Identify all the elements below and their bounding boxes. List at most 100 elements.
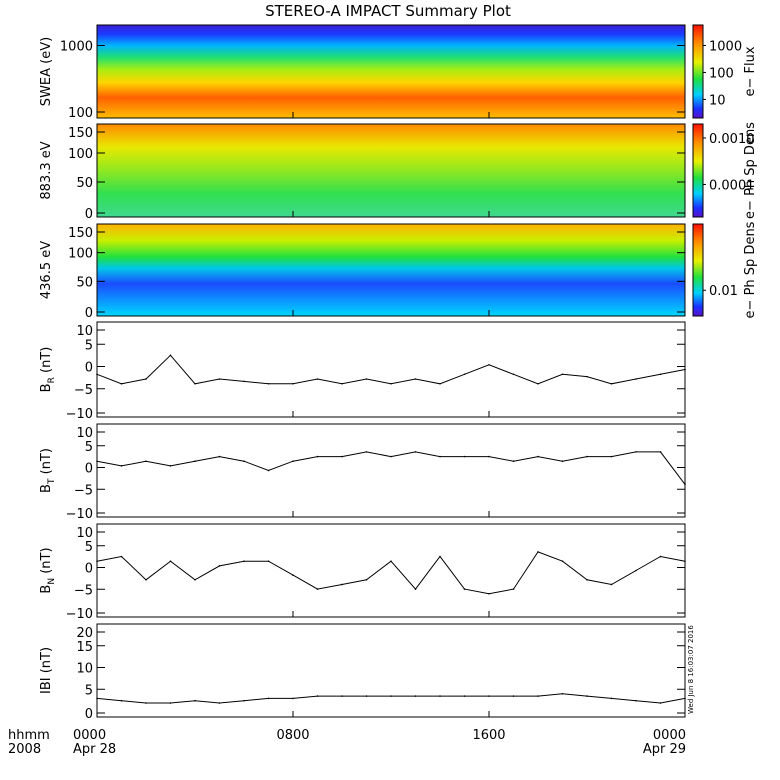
data-point-bt bbox=[292, 460, 294, 463]
x-tick-label: 0800 bbox=[276, 728, 309, 743]
data-point-bn bbox=[439, 555, 441, 558]
data-point-br bbox=[243, 380, 245, 383]
data-point-bt bbox=[145, 460, 147, 463]
heatmap-swea bbox=[97, 25, 685, 118]
colorbar-frame-pad883 bbox=[692, 123, 704, 218]
data-point-br bbox=[610, 382, 613, 385]
data-point-bt bbox=[267, 469, 270, 472]
data-point-br bbox=[488, 363, 490, 366]
ytick-label-bmag: 10 bbox=[76, 662, 93, 677]
heatmap-pad883 bbox=[97, 124, 685, 217]
ylabel-bt: BT (nT) bbox=[39, 448, 57, 493]
data-point-br bbox=[292, 382, 294, 385]
ytick-label-pad436: 50 bbox=[76, 275, 93, 290]
data-point-br bbox=[463, 373, 466, 376]
colorbar-pad436 bbox=[693, 224, 703, 316]
data-point-bn bbox=[365, 579, 368, 581]
data-point-bt bbox=[194, 460, 196, 463]
data-point-br bbox=[512, 373, 515, 376]
colorbar-frame-swea bbox=[692, 24, 704, 119]
ylabel-br: BR (nT) bbox=[39, 347, 57, 393]
ytick-label-bt: 5 bbox=[85, 440, 93, 455]
ytick-label-bt: 0 bbox=[85, 462, 93, 477]
data-point-bmag bbox=[488, 695, 490, 697]
data-point-bn bbox=[96, 560, 98, 562]
ytick-label-bn: 10 bbox=[76, 526, 93, 541]
data-point-br bbox=[365, 378, 368, 380]
x-axis: hhmm 2008 0000 0800 1600 0000 Apr 28 Apr 29 bbox=[8, 728, 686, 757]
colorbar-label-pad883: e− Ph Sp Dens bbox=[743, 122, 758, 219]
ytick-label-br: −10 bbox=[66, 407, 93, 422]
chart-title: STEREO-A IMPACT Summary Plot bbox=[265, 2, 511, 20]
frame-bt bbox=[96, 423, 686, 518]
ytick-label-swea: 100 bbox=[68, 106, 93, 121]
data-point-bn bbox=[316, 588, 319, 590]
ylabel-swea: SWEA (eV) bbox=[39, 37, 54, 106]
data-point-br bbox=[120, 382, 123, 385]
x-tick-label: 0000 bbox=[653, 728, 686, 743]
data-point-bn bbox=[586, 579, 588, 581]
trace-bn bbox=[96, 551, 686, 595]
data-point-bn bbox=[635, 569, 637, 572]
data-point-bmag bbox=[218, 702, 221, 704]
data-point-bt bbox=[684, 483, 686, 486]
ylabel-pad436: 436.5 eV bbox=[39, 241, 54, 299]
colorbar-pad883 bbox=[693, 124, 703, 217]
data-point-br bbox=[218, 378, 221, 380]
colorbar-label-pad436: e− Ph Sp Dens bbox=[743, 221, 758, 318]
data-point-bt bbox=[218, 455, 221, 458]
data-point-bn bbox=[120, 555, 123, 558]
data-point-bmag bbox=[390, 695, 392, 697]
data-point-bmag bbox=[145, 702, 147, 704]
ytick-label-pad436: 150 bbox=[68, 226, 93, 241]
ytick-label-bn: 0 bbox=[85, 562, 93, 577]
data-point-br bbox=[390, 382, 392, 385]
data-point-bt bbox=[96, 460, 98, 463]
ytick-label-pad883: 0 bbox=[85, 207, 93, 222]
data-point-br bbox=[659, 373, 662, 376]
data-point-bt bbox=[120, 465, 123, 467]
x-date-end: Apr 29 bbox=[643, 742, 686, 757]
data-point-br bbox=[561, 373, 564, 376]
data-point-bn bbox=[243, 560, 245, 562]
data-point-bt bbox=[635, 451, 637, 453]
data-point-bmag bbox=[537, 695, 539, 697]
data-point-bmag bbox=[267, 697, 270, 700]
panel-pad436: 150 100 50 0 436.5 eV 0.01 e− Ph Sp Dens bbox=[39, 221, 758, 321]
data-point-bmag bbox=[120, 699, 123, 702]
data-point-bmag bbox=[635, 699, 637, 702]
ylabel-bn: BN (nT) bbox=[39, 547, 57, 593]
frame-bn bbox=[96, 523, 686, 618]
data-point-bmag bbox=[341, 695, 343, 697]
data-point-bmag bbox=[414, 695, 417, 697]
data-point-bt bbox=[512, 460, 515, 463]
data-point-br bbox=[316, 378, 319, 380]
frame-pad883 bbox=[96, 123, 686, 218]
data-point-bmag bbox=[659, 702, 662, 704]
ytick-label-pad883: 150 bbox=[68, 126, 93, 141]
ytick-label-bn: −10 bbox=[66, 607, 93, 622]
x-tick-label: 0000 bbox=[73, 728, 106, 743]
data-point-bn bbox=[561, 560, 564, 562]
colorbar-frame-pad436 bbox=[692, 223, 704, 317]
data-point-br bbox=[169, 354, 172, 357]
colorbar-tick-label-swea: 100 bbox=[709, 66, 734, 81]
x-date-start: Apr 28 bbox=[73, 742, 116, 757]
data-point-bmag bbox=[463, 695, 466, 697]
data-point-bn bbox=[218, 565, 221, 567]
data-point-bt bbox=[169, 465, 172, 467]
ytick-label-pad883: 50 bbox=[76, 176, 93, 191]
ytick-label-swea: 1000 bbox=[60, 39, 93, 54]
colorbar-tick-label-swea: 1000 bbox=[709, 39, 742, 54]
data-point-bt bbox=[439, 455, 441, 458]
colorbar-tick-label-pad883: 0.0001 bbox=[709, 178, 755, 193]
data-point-bn bbox=[194, 579, 196, 581]
ytick-label-pad436: 0 bbox=[85, 306, 93, 321]
ytick-label-bt: −5 bbox=[74, 483, 93, 498]
data-point-bt bbox=[659, 451, 662, 453]
data-point-bmag bbox=[439, 695, 441, 697]
ylabel-bmag: IBI (nT) bbox=[39, 647, 54, 694]
data-point-bn bbox=[684, 560, 686, 562]
